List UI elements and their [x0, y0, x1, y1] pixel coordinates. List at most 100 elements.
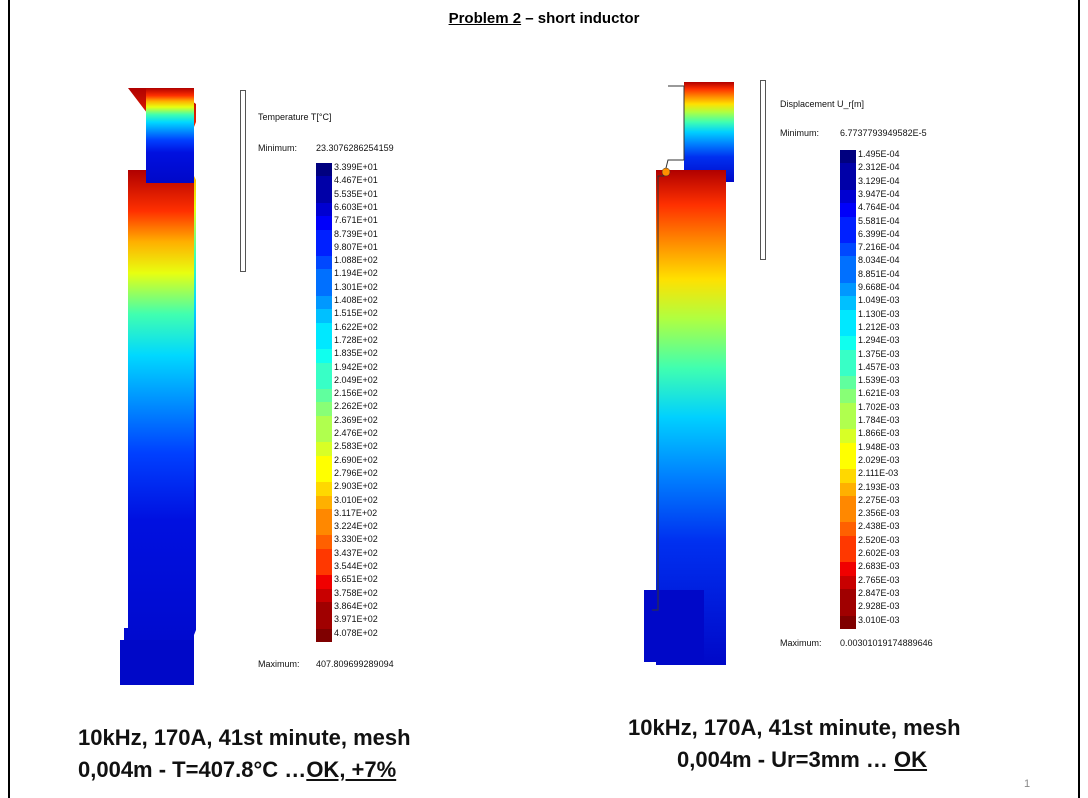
right-caption-line2: 0,004m - Ur=3mm … OK	[677, 745, 927, 775]
left-minimum-value: 23.3076286254159	[316, 143, 394, 153]
right-legend-swatch	[840, 535, 856, 550]
right-panel-label: Displacement U_r[m]	[780, 99, 865, 109]
right-legend-swatch	[840, 509, 856, 523]
left-legend-value: 6.603E+01	[334, 201, 378, 212]
right-legend-value: 1.784E-03	[858, 415, 900, 425]
right-caption-line1: 10kHz, 170A, 41st minute, mesh	[628, 715, 961, 740]
left-legend-swatch	[316, 163, 332, 177]
right-legend-swatch	[840, 602, 856, 616]
left-caption-line1: 10kHz, 170A, 41st minute, mesh	[78, 725, 411, 750]
left-legend-value: 1.408E+02	[334, 295, 378, 305]
displacement-notch-marker	[661, 167, 671, 177]
left-legend-swatch	[316, 615, 332, 629]
right-legend-swatch	[840, 549, 856, 563]
temperature-body-bottom	[120, 640, 194, 685]
right-legend-value: 2.602E-03	[858, 548, 900, 558]
right-legend-value: 1.294E-03	[858, 335, 900, 346]
temperature-body-main	[128, 170, 194, 685]
right-legend-swatch	[840, 296, 856, 311]
right-legend-value: 8.034E-04	[858, 255, 900, 266]
right-legend-value: 2.111E-03	[858, 468, 899, 479]
right-legend-swatch	[840, 176, 856, 191]
left-legend-swatch	[316, 495, 332, 510]
right-legend-swatch	[840, 522, 856, 537]
right-legend-value: 1.130E-03	[858, 308, 900, 319]
right-legend-swatch	[840, 269, 856, 284]
right-legend-value: 2.193E-03	[858, 481, 900, 492]
left-legend-swatch	[316, 575, 332, 590]
right-legend-value: 2.683E-03	[858, 561, 900, 572]
left-legend-swatch	[316, 508, 332, 523]
right-legend-swatch	[840, 309, 856, 324]
left-legend-value: 3.864E+02	[334, 600, 378, 611]
left-legend-swatch	[316, 535, 332, 550]
left-legend-swatch	[316, 375, 332, 390]
left-caption-line2: 0,004m - T=407.8°C …OK, +7%	[78, 755, 396, 785]
displacement-body-top	[684, 82, 734, 182]
right-legend-value: 6.399E-04	[858, 228, 900, 239]
right-legend-value: 2.928E-03	[858, 601, 900, 612]
left-legend-value: 2.903E+02	[334, 481, 378, 492]
left-legend-value: 4.078E+02	[334, 627, 378, 638]
right-scrollbar-indicator	[760, 80, 766, 260]
left-legend-swatch	[316, 282, 332, 297]
left-legend-swatch	[316, 256, 332, 270]
slide-border-right	[1078, 0, 1080, 798]
slide-title: Problem 2 – short inductor	[0, 10, 1088, 27]
left-legend-value: 4.467E+01	[334, 175, 378, 186]
right-legend-value: 1.539E-03	[858, 375, 900, 386]
left-legend-swatch	[316, 628, 332, 643]
left-legend-value: 1.622E+02	[334, 321, 378, 332]
left-legend-value: 1.835E+02	[334, 348, 378, 359]
left-legend-swatch	[316, 601, 332, 616]
left-legend-value: 1.194E+02	[334, 268, 378, 279]
left-legend-value: 2.262E+02	[334, 401, 378, 412]
title-subtitle: – short inductor	[521, 10, 640, 27]
right-legend-swatch	[840, 389, 856, 404]
left-legend-swatch	[316, 335, 332, 350]
right-caption-text: 0,004m - Ur=3mm …	[677, 747, 895, 772]
right-legend-value: 2.765E-03	[858, 574, 900, 585]
right-minimum-label: Minimum:	[780, 128, 820, 138]
title-problem: Problem 2	[448, 10, 522, 27]
right-legend-swatch	[840, 562, 856, 577]
right-minimum-value: 6.7737793949582E-5	[840, 128, 927, 138]
right-legend-value: 1.049E-03	[858, 295, 900, 306]
left-legend-value: 1.088E+02	[334, 255, 378, 266]
left-legend-value: 3.399E+01	[334, 162, 378, 172]
right-legend-swatch	[840, 376, 856, 390]
right-legend-swatch	[840, 588, 856, 603]
left-caption-ok: OK, +7%	[306, 757, 397, 782]
left-legend-value: 3.651E+02	[334, 574, 378, 585]
left-legend-swatch	[316, 415, 332, 430]
left-legend-swatch	[316, 455, 332, 470]
left-legend-value: 3.117E+02	[334, 507, 378, 518]
page-number: 1	[1024, 778, 1031, 790]
right-legend-value: 1.212E-03	[858, 321, 900, 332]
left-legend-value: 2.369E+02	[334, 414, 378, 425]
displacement-body-bottom	[644, 590, 704, 662]
right-legend-swatch	[840, 216, 856, 231]
right-legend-value: 8.851E-04	[858, 268, 900, 279]
right-legend-swatch	[840, 416, 856, 430]
left-panel-label: Temperature T[°C]	[258, 112, 332, 122]
right-legend-swatch	[840, 469, 856, 483]
right-legend-value: 2.275E-03	[858, 494, 900, 505]
left-legend-value: 7.671E+01	[334, 215, 378, 226]
right-legend-value: 3.129E-04	[858, 175, 900, 186]
right-legend-swatch	[840, 455, 856, 470]
left-legend-value: 3.330E+02	[334, 534, 378, 545]
left-legend-value: 3.437E+02	[334, 547, 378, 558]
right-legend-swatch	[840, 402, 856, 417]
left-legend-swatch	[316, 322, 332, 337]
right-legend-swatch	[840, 429, 856, 444]
right-legend-swatch	[840, 362, 856, 377]
right-legend-value: 1.495E-04	[858, 149, 900, 159]
left-legend-value: 2.796E+02	[334, 467, 378, 478]
left-legend-swatch	[316, 362, 332, 377]
right-legend-swatch	[840, 163, 856, 178]
left-legend-swatch	[316, 229, 332, 244]
left-legend-swatch	[316, 309, 332, 324]
right-legend-swatch	[840, 442, 856, 457]
